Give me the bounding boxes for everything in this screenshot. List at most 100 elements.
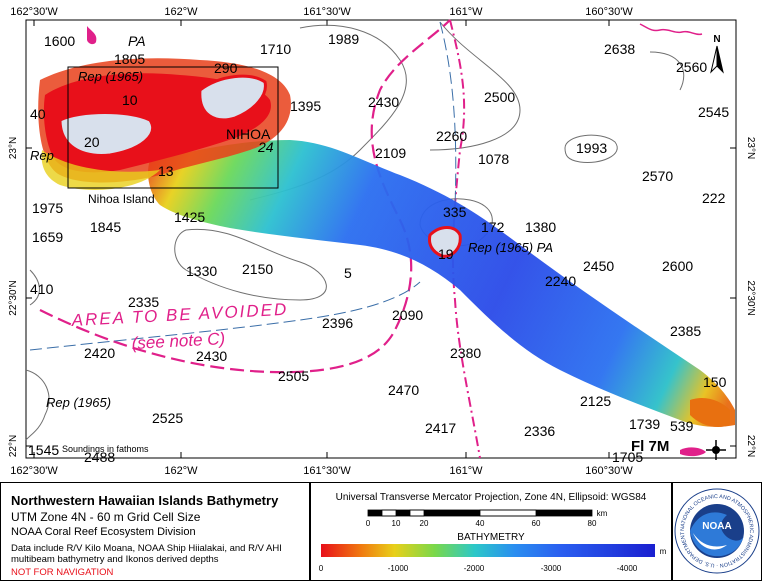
sounding-label: 2488	[84, 449, 115, 465]
right-lat-label: 22°N	[745, 435, 756, 457]
km-tick: 10	[392, 519, 401, 528]
km-tick: 60	[532, 519, 541, 528]
right-lat-label: 23°N	[745, 137, 756, 159]
sounding-label: 10	[122, 92, 138, 108]
sounding-label: 1078	[478, 151, 509, 167]
bottom-lon-label: 161°30'W	[303, 465, 351, 477]
sounding-label: 222	[702, 190, 726, 206]
soundings-layer: 1600 PA 1805 1710 1989 2638 2560 Rep (19…	[28, 31, 729, 465]
sounding-label: 2560	[676, 59, 707, 75]
sounding-label: 2600	[662, 258, 693, 274]
sounding-label: 2109	[375, 145, 406, 161]
left-lat-label: 22°30'N	[8, 280, 19, 315]
sounding-label: 2335	[128, 294, 159, 310]
sounding-label: 2420	[84, 345, 115, 361]
sounding-label: 539	[670, 418, 694, 434]
sounding-label: 2500	[484, 89, 515, 105]
bottom-lon-label: 160°30'W	[585, 465, 633, 477]
depth-unit: m	[660, 547, 667, 556]
sounding-label: 1380	[525, 219, 556, 235]
sounding-label: Rep (1965) PA	[468, 240, 553, 255]
sounding-label: 24	[257, 139, 274, 155]
sounding-label: 2385	[670, 323, 701, 339]
sounding-label: 2150	[242, 261, 273, 277]
avoid-area-boundary	[29, 19, 481, 459]
sounding-label: 2570	[642, 168, 673, 184]
sounding-label: 2430	[368, 94, 399, 110]
map-title: Northwestern Hawaiian Islands Bathymetry	[11, 493, 279, 508]
depth-tick: -1000	[388, 564, 409, 573]
legend-title: BATHYMETRY	[457, 532, 525, 543]
km-tick: 20	[420, 519, 429, 528]
nihoa-inset-box	[67, 66, 279, 189]
sounding-label: 5	[344, 265, 352, 281]
sounding-label: 19	[438, 246, 454, 262]
km-tick: 0	[366, 519, 371, 528]
km-unit: km	[597, 509, 608, 518]
title-panel: Northwestern Hawaiian Islands Bathymetry…	[0, 482, 310, 581]
sounding-label: 40	[30, 106, 46, 122]
sounding-label: 20	[84, 134, 100, 150]
sounding-label: 1600	[44, 33, 75, 49]
sounding-label: 2430	[196, 348, 227, 364]
km-tick: 40	[476, 519, 485, 528]
data-source-line1: Data include R/V Kilo Moana, NOAA Ship H…	[11, 543, 282, 554]
sounding-label: NIHOA	[226, 126, 271, 142]
sounding-label: 1710	[260, 41, 291, 57]
sounding-label: 1975	[32, 200, 63, 216]
sounding-label: 2090	[392, 307, 423, 323]
light-label: Fl 7M	[631, 438, 669, 455]
left-lat-label: 22°N	[8, 435, 19, 457]
noaa-logo-icon: NATIONAL OCEANIC AND ATMOSPHERIC ADMINIS…	[671, 479, 760, 574]
sounding-label: 2260	[436, 128, 467, 144]
sounding-label: 1705	[612, 449, 643, 465]
sounding-label: 335	[443, 204, 467, 220]
sounding-label: 2470	[388, 382, 419, 398]
right-lat-label: 22°30'N	[745, 280, 756, 315]
sounding-label: 2417	[425, 420, 456, 436]
depth-tick: 0	[319, 564, 324, 573]
bottom-lon-label: 162°30'W	[10, 465, 58, 477]
sounding-label: Rep (1965)	[46, 395, 111, 410]
org-name: NOAA Coral Reef Ecosystem Division	[11, 526, 196, 538]
avoid-area-note: (see note C)	[131, 329, 225, 353]
sounding-label: 13	[158, 163, 174, 179]
depth-tick: -4000	[617, 564, 638, 573]
sounding-label: PA	[128, 33, 146, 49]
map-subtitle: UTM Zone 4N - 60 m Grid Cell Size	[11, 510, 201, 524]
cable-line	[639, 23, 703, 36]
projection-text: Universal Transverse Mercator Projection…	[336, 492, 647, 503]
nautical-chart-map: 162°30'W 162°W 161°30'W 161°W 160°30'W 1…	[8, 6, 756, 477]
sounding-label: 1845	[90, 219, 121, 235]
restricted-marker	[87, 26, 97, 45]
sounding-label: 1989	[328, 31, 359, 47]
sounding-label: 1659	[32, 229, 63, 245]
sounding-label: 2450	[583, 258, 614, 274]
sounding-label: 2638	[604, 41, 635, 57]
sounding-label: 2505	[278, 368, 309, 384]
navigation-warning: NOT FOR NAVIGATION	[11, 567, 114, 578]
sounding-label: 1425	[174, 209, 205, 225]
sounding-label: 1993	[576, 140, 607, 156]
sounding-label: 410	[30, 281, 54, 297]
island-label: Nihoa Island	[88, 192, 155, 206]
bathymetry-swath	[38, 58, 736, 427]
depth-tick: -2000	[464, 564, 485, 573]
bottom-lon-label: 161°W	[449, 465, 483, 477]
sounding-label: 1330	[186, 263, 217, 279]
sounding-label: 1395	[290, 98, 321, 114]
soundings-note: Soundings in fathoms	[62, 444, 149, 454]
north-label: N	[713, 34, 720, 45]
bottom-lon-label: 162°W	[164, 465, 198, 477]
logo-center-text: NOAA	[702, 521, 731, 532]
sounding-label: 290	[214, 60, 238, 76]
logo-panel: NATIONAL OCEANIC AND ATMOSPHERIC ADMINIS…	[671, 479, 762, 581]
top-lon-label: 161°30'W	[303, 6, 351, 18]
top-lon-label: 160°30'W	[585, 6, 633, 18]
sounding-label: Rep	[30, 148, 54, 163]
sounding-label: 2545	[698, 104, 729, 120]
km-scale-bar	[367, 509, 593, 517]
top-lon-label: 162°W	[164, 6, 198, 18]
top-lon-label: 162°30'W	[10, 6, 58, 18]
left-lat-label: 23°N	[8, 137, 19, 159]
